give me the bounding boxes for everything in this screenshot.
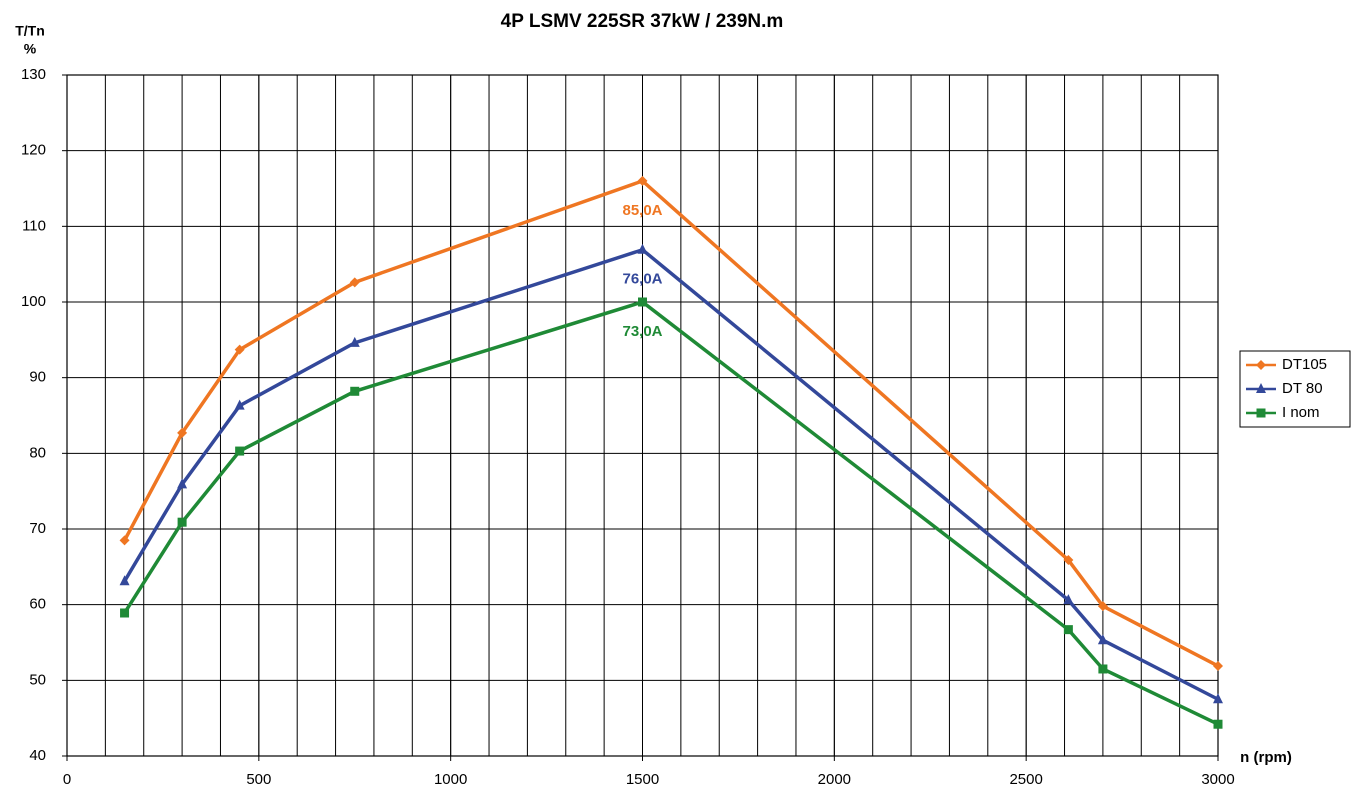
y-tick-label: 60 (29, 596, 46, 613)
marker (1256, 383, 1266, 393)
y-tick-label: 110 (22, 217, 46, 234)
x-tick-label: 1000 (434, 771, 467, 788)
y-tick-label: 90 (29, 369, 46, 386)
y-tick-label: 120 (21, 142, 46, 159)
marker (1213, 719, 1223, 729)
marker (1063, 555, 1074, 566)
marker (638, 297, 647, 307)
y-tick-label: 50 (29, 671, 46, 688)
marker (177, 517, 187, 527)
marker (1063, 594, 1074, 605)
marker (350, 386, 360, 396)
annotation: 76,0A (622, 270, 662, 287)
series-line (123, 247, 1219, 701)
y-axis-label: % (24, 41, 37, 57)
marker (1213, 693, 1223, 704)
marker (177, 427, 188, 438)
x-tick-label: 2500 (1009, 771, 1042, 788)
marker (119, 575, 130, 586)
y-tick-label: 80 (29, 444, 46, 461)
x-tick-label: 500 (246, 771, 271, 788)
series-line (123, 300, 1219, 726)
marker (637, 243, 648, 254)
marker (1098, 664, 1108, 674)
marker (234, 344, 245, 355)
chart-title: 4P LSMV 225SR 37kW / 239N.m (501, 11, 784, 32)
marker (1256, 408, 1266, 418)
marker (120, 608, 130, 618)
y-axis-label: T/Tn (15, 23, 45, 39)
y-tick-label: 40 (29, 747, 46, 764)
legend-label: DT 80 (1282, 380, 1323, 397)
plot-frame (66, 74, 1219, 757)
x-tick-label: 1500 (626, 771, 659, 788)
x-axis-label: n (rpm) (1240, 749, 1292, 766)
marker (349, 336, 360, 347)
marker (1097, 601, 1108, 612)
marker (234, 399, 245, 410)
x-tick-label: 2000 (818, 771, 851, 788)
legend-label: I nom (1282, 404, 1320, 421)
series-line (123, 178, 1219, 668)
marker (1213, 660, 1223, 671)
annotation: 73,0A (622, 323, 662, 340)
annotation: 85,0A (622, 202, 662, 219)
y-tick-label: 100 (21, 293, 46, 310)
legend-label: DT105 (1282, 356, 1327, 373)
marker (637, 175, 648, 186)
y-tick-label: 130 (21, 66, 46, 83)
marker (1256, 360, 1266, 370)
marker (177, 478, 188, 489)
y-tick-label: 70 (29, 520, 46, 537)
marker (1097, 634, 1108, 645)
x-tick-label: 0 (63, 771, 71, 788)
x-tick-label: 3000 (1201, 771, 1234, 788)
marker (119, 535, 130, 546)
marker (235, 446, 245, 456)
marker (349, 277, 360, 288)
marker (1063, 625, 1073, 635)
